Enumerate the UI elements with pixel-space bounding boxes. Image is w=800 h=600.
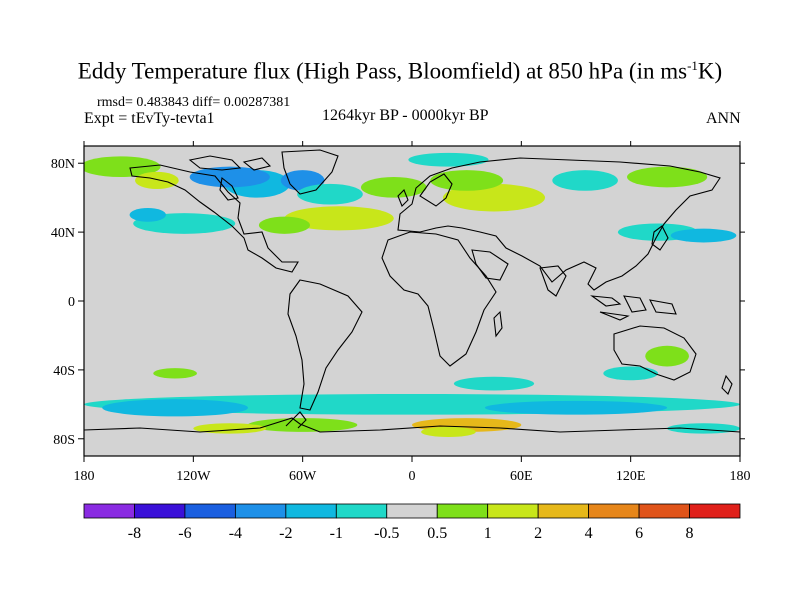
coastline-antarctic-peninsula [285,411,307,429]
anomaly-region [552,170,618,191]
colorbar-swatch [638,503,690,519]
coastline-arctic-islands [188,155,272,171]
coastline-south-america [287,279,363,411]
coastline-british-isles [397,189,409,207]
colorbar-swatch [335,503,388,519]
anomaly-region [408,152,489,167]
anomaly-region [189,166,270,188]
lon-tick-label: 120W [176,469,211,484]
lon-tick-label: 60E [510,469,533,484]
longitude-axis: 180 120W 60W 0 60E 120E 180 [74,141,751,484]
colorbar-swatch [134,503,186,519]
anomaly-fill-layer [84,152,740,438]
lat-tick-label: 80S [53,433,75,448]
colorbar: -8 -6 -4 -2 -1 -0.5 0.5 1 2 4 6 8 [83,503,741,542]
anomaly-region [670,228,737,243]
lat-tick-label: 0 [68,295,75,310]
lon-tick-label: 180 [74,469,95,484]
colorbar-swatch [436,503,489,519]
colorbar-swatch [537,503,590,519]
colorbar-label: -6 [178,525,191,542]
anomaly-region [603,366,659,381]
lon-tick-label: 180 [730,469,751,484]
season-label: ANN [706,110,741,127]
coastline-japan [651,225,669,251]
colorbar-label: -0.5 [374,525,399,542]
anomaly-region [627,166,708,188]
colorbar-swatch [184,503,236,519]
anomaly-region [360,177,427,198]
figure-title: Eddy Temperature flux (High Pass, Bloomf… [77,58,723,84]
anomaly-region [258,216,310,234]
coastline-new-zealand [721,374,733,395]
anomaly-region [297,183,363,205]
coastline-indonesia [589,295,677,321]
anomaly-region [84,156,161,177]
latitude-axis: 80N 40N 0 40S 80S [51,157,745,448]
anomaly-region [484,400,668,415]
colorbar-label: -1 [330,525,343,542]
colorbar-label: -4 [229,525,242,542]
colorbar-swatch [689,503,741,519]
coastline-madagascar [493,310,503,338]
lon-tick-label: 60W [289,469,317,484]
colorbar-swatch [83,503,135,519]
anomaly-region [135,171,179,190]
colorbar-label: 4 [585,525,593,542]
anomaly-region [102,399,248,417]
colorbar-label: 8 [686,525,694,542]
coastline-australia [613,325,697,381]
colorbar-swatch [487,503,539,519]
coastline-scandinavia [419,173,453,207]
anomaly-region [645,345,689,367]
lat-tick-label: 80N [51,157,75,172]
colorbar-swatch [285,503,337,519]
colorbar-label: 1 [484,525,492,542]
lat-tick-label: 40S [53,364,75,379]
colorbar-swatch [234,503,287,519]
coastline-layer [84,149,740,433]
coastline-africa [381,231,497,367]
experiment-label: Expt = tEvTy-tevta1 [84,110,215,127]
anomaly-region [129,208,166,222]
anomaly-region [453,376,535,391]
colorbar-label: 6 [635,525,643,542]
coastline-antarctica [84,417,740,433]
coastline-arabia [471,249,509,281]
lon-tick-label: 120E [616,469,646,484]
colorbar-swatch [386,503,438,519]
lon-tick-label: 0 [409,469,416,484]
colorbar-label: -2 [279,525,292,542]
colorbar-swatch [588,503,640,519]
period-label: 1264kyr BP - 0000kyr BP [322,107,489,124]
colorbar-label: 0.5 [427,525,447,542]
coastline-eurasia [397,157,721,291]
coastline-north-america [129,164,299,273]
anomaly-region [153,368,197,379]
anomaly-region [284,206,394,231]
colorbar-label: 2 [534,525,542,542]
coastline-greenland [281,149,339,195]
lat-tick-label: 40N [51,226,75,241]
colorbar-label: -8 [128,525,141,542]
rmsd-diff-label: rmsd= 0.483843 diff= 0.00287381 [97,95,291,110]
anomaly-region [421,426,476,438]
coastline-india [539,265,567,297]
anomaly-region [430,170,504,191]
coastline-hudson-bay [219,176,239,201]
anomaly-region [442,183,546,212]
